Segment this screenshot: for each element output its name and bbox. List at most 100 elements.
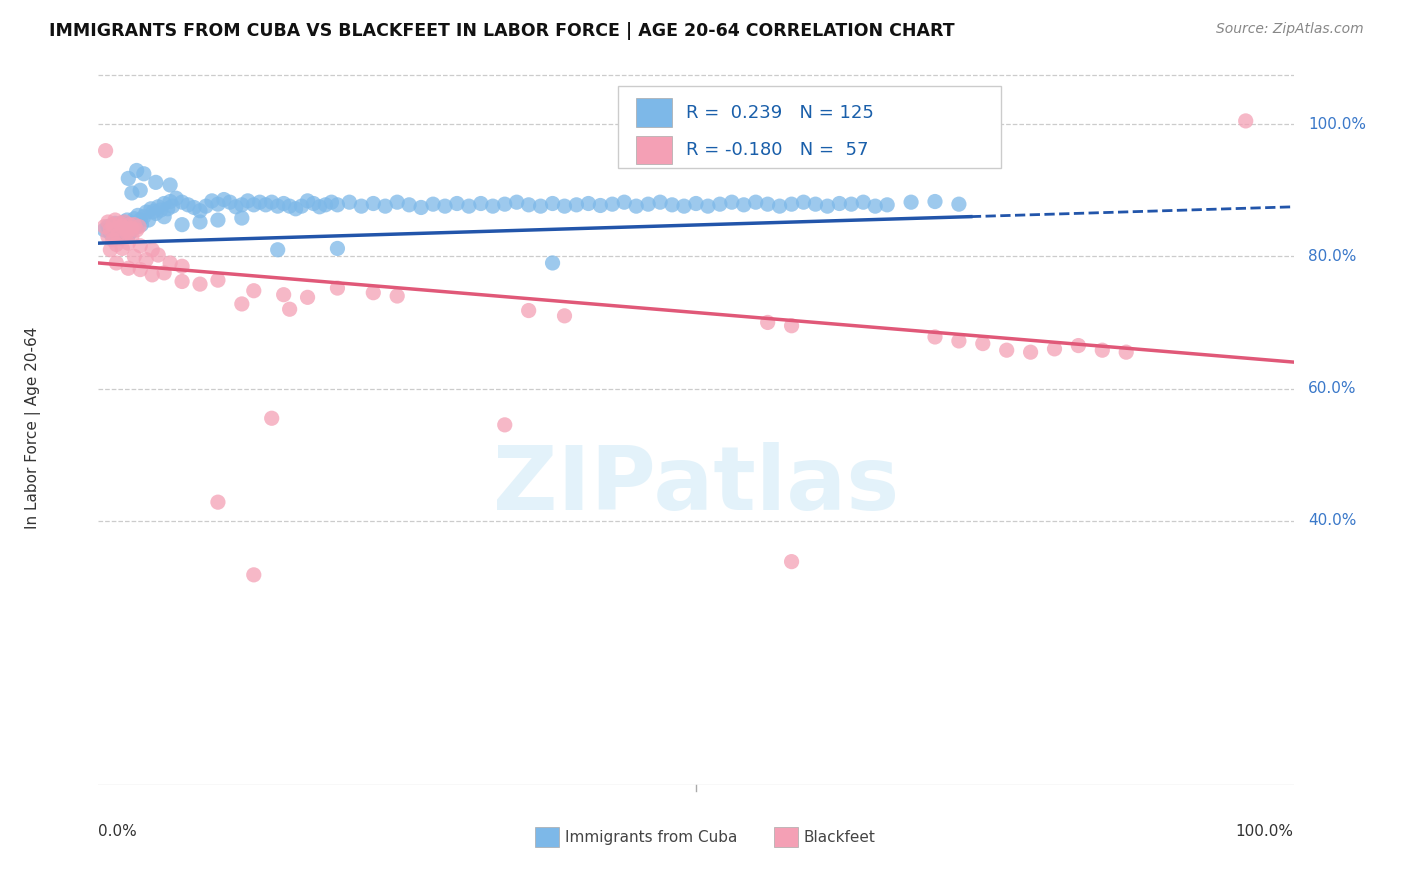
Point [339,195,361,210]
Text: 80.0%: 80.0% [1308,249,1357,264]
Point [350,199,373,213]
Point [841,197,863,211]
Point [172,218,194,232]
Point [172,260,194,274]
Point [188,215,211,229]
Point [156,202,179,216]
Point [267,243,290,257]
Point [145,206,167,220]
Point [188,203,211,218]
Point [458,199,481,213]
Point [124,249,146,263]
Point [673,199,696,213]
Point [105,224,128,238]
Point [363,196,385,211]
Point [697,199,720,213]
Point [139,202,162,216]
Point [135,205,157,219]
Point [589,198,612,212]
Point [118,218,141,232]
Point [434,199,457,213]
Point [273,287,295,301]
Point [793,195,815,210]
Point [321,195,343,210]
Point [141,268,163,282]
Point [315,198,337,212]
Point [98,223,122,237]
Point [121,186,143,200]
Point [121,229,143,244]
Point [117,261,139,276]
Point [780,555,803,569]
FancyBboxPatch shape [534,827,558,847]
FancyBboxPatch shape [773,827,797,847]
Point [828,196,851,211]
Point [1067,338,1090,352]
Point [94,144,117,158]
Point [117,171,139,186]
Point [93,223,115,237]
Text: IMMIGRANTS FROM CUBA VS BLACKFEET IN LABOR FORCE | AGE 20-64 CORRELATION CHART: IMMIGRANTS FROM CUBA VS BLACKFEET IN LAB… [49,22,955,40]
Point [948,334,970,348]
Point [111,219,134,234]
Point [177,198,200,212]
Point [125,163,148,178]
Point [517,198,540,212]
Text: ZIPatlas: ZIPatlas [494,442,898,529]
Text: Source: ZipAtlas.com: Source: ZipAtlas.com [1216,22,1364,37]
Point [97,229,120,244]
Point [602,197,624,211]
Point [291,199,314,213]
Point [326,242,349,256]
Point [153,196,176,211]
Point [159,194,181,209]
Point [1043,342,1066,356]
Point [118,217,141,231]
Point [924,194,946,209]
Point [267,199,290,213]
Point [141,243,163,257]
Point [876,198,898,212]
Point [115,219,138,233]
Point [121,221,143,235]
Point [107,228,129,243]
Point [481,199,505,213]
Point [172,275,194,289]
Point [145,175,167,189]
Text: Blackfeet: Blackfeet [804,830,876,845]
Point [506,195,529,210]
Text: 40.0%: 40.0% [1308,513,1357,528]
Point [768,199,790,213]
Point [129,213,152,227]
Point [120,225,142,239]
Point [129,239,152,253]
Point [231,198,253,212]
Point [363,285,385,300]
Point [183,201,205,215]
Point [128,219,150,234]
Point [121,221,143,235]
Point [97,215,120,229]
Point [111,220,134,235]
Point [661,198,683,212]
Text: Immigrants from Cuba: Immigrants from Cuba [565,830,737,845]
Point [278,199,301,213]
Point [127,208,149,222]
Point [135,252,157,267]
Point [815,199,838,213]
Point [149,203,172,218]
Text: R = -0.180   N =  57: R = -0.180 N = 57 [686,141,869,159]
Point [117,228,139,243]
Point [207,273,229,287]
Point [284,202,307,216]
Point [117,222,139,236]
Point [900,195,922,210]
Point [756,197,779,211]
Point [132,167,155,181]
Point [108,216,131,230]
Point [107,221,129,235]
Point [124,211,146,226]
FancyBboxPatch shape [619,86,1001,168]
Point [105,237,128,252]
Point [97,219,120,234]
